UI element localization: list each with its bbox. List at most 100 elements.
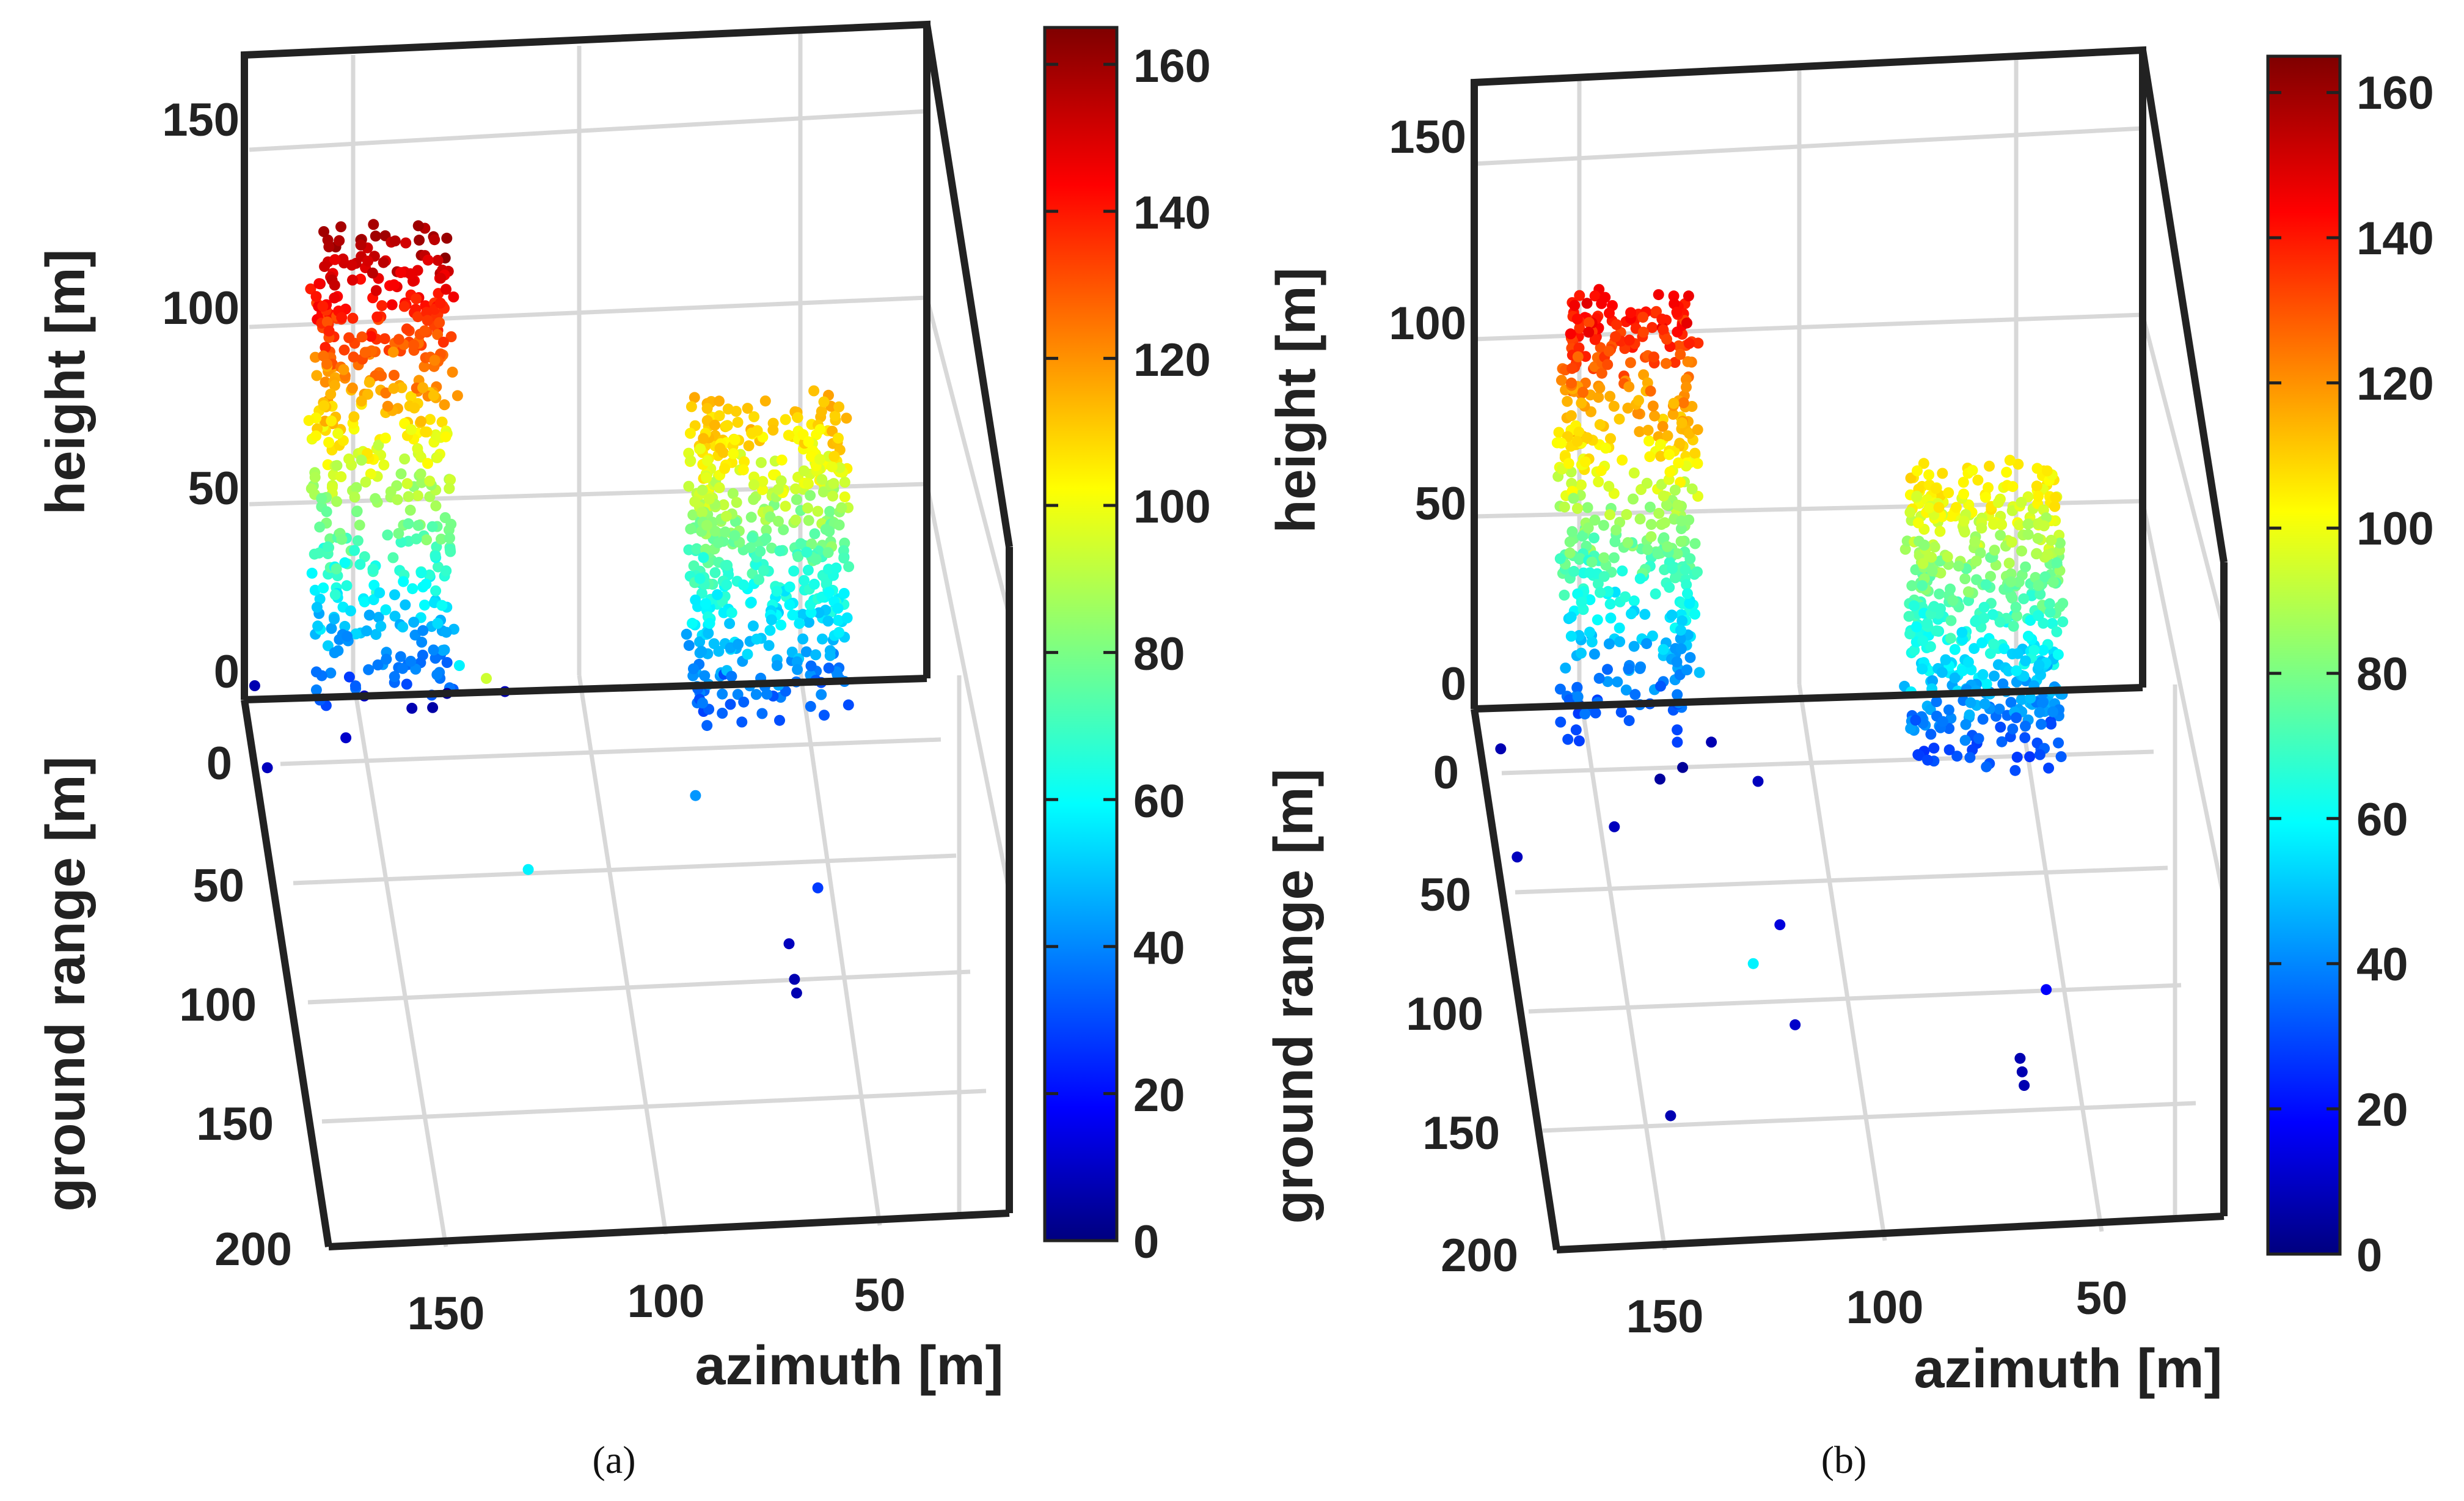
- panel-b-point-cluster0: [1681, 381, 1692, 393]
- panel-a-point-cluster0: [401, 323, 412, 335]
- panel-a-point-cluster1: [833, 519, 845, 530]
- panel-b-point-cluster1: [2033, 659, 2045, 671]
- panel-b-point-cluster0: [1661, 358, 1672, 369]
- panel-a-point-cluster1: [704, 618, 715, 629]
- panel-a-point-cluster1: [698, 433, 709, 444]
- panel-b-point-cluster0: [1584, 594, 1596, 606]
- panel-a-range-tick-150: 150: [196, 1098, 274, 1150]
- panel-b-point-cluster0: [1576, 596, 1587, 608]
- panel-a-point-cluster0: [395, 651, 406, 662]
- panel-a-height-tick-100: 100: [162, 282, 239, 334]
- panel-b-point-cluster1: [1996, 519, 2008, 530]
- panel-b-point-cluster0: [1661, 499, 1672, 510]
- panel-a-point-cluster1: [757, 475, 769, 487]
- panel-b-point-cluster0: [1589, 515, 1601, 526]
- panel-b-point-cluster1: [2045, 535, 2057, 546]
- panel-b-point-cluster0: [1689, 608, 1701, 620]
- panel-b-point-cluster1: [1910, 621, 1922, 633]
- panel-a-point-cluster1: [709, 567, 721, 578]
- panel-b-point-cluster0: [1623, 663, 1634, 675]
- panel-b-point-cluster1: [1929, 541, 1940, 552]
- panel-a-point-cluster0: [326, 415, 337, 427]
- panel-a-grid-r150: [321, 1088, 987, 1124]
- panel-b-point-cluster1: [2044, 598, 2055, 609]
- panel-b-point-cluster1: [2013, 576, 2025, 588]
- panel-a-point-cluster0: [329, 279, 340, 291]
- panel-b-point-cluster0: [1675, 625, 1686, 636]
- panel-b-point-cluster1: [1945, 633, 1956, 644]
- panel-b-point-cluster1: [2042, 549, 2053, 560]
- panel-b-point-cluster1: [2028, 644, 2040, 656]
- panel-b-point-cluster1: [1931, 625, 1942, 637]
- panel-a-cb-tick-80: 80: [1133, 628, 1185, 680]
- panel-b-point-cluster0: [1658, 324, 1669, 336]
- panel-a-point-cluster0: [389, 370, 400, 381]
- panel-a-point-cluster1: [753, 574, 765, 585]
- panel-a-point-scatter: [261, 762, 273, 774]
- panel-b-point-cluster1: [2039, 571, 2051, 582]
- panel-b-point-cluster1: [2011, 712, 2022, 724]
- panel-a-point-cluster0: [343, 332, 355, 343]
- panel-a-point-cluster1: [758, 565, 769, 576]
- panel-a-point-cluster1: [839, 477, 850, 488]
- panel-a-point-cluster1: [833, 626, 845, 638]
- panel-b-point-cluster0: [1620, 684, 1632, 695]
- panel-a-point-cluster0: [428, 644, 439, 656]
- panel-a-point-cluster0: [303, 415, 315, 427]
- panel-a-floor-left-edge: [241, 699, 332, 1247]
- panel-a-point-cluster0: [323, 241, 335, 252]
- panel-b-point-cluster0: [1641, 638, 1653, 650]
- panel-b-point-cluster0: [1661, 334, 1672, 345]
- panel-b-point-cluster0: [1669, 357, 1681, 368]
- panel-b-point-cluster0: [1672, 724, 1683, 736]
- panel-b-point-cluster0: [1579, 708, 1591, 720]
- panel-b-range-tick-50: 50: [1419, 869, 1471, 921]
- panel-b-point-cluster0: [1592, 614, 1603, 626]
- panel-b-point-cluster0: [1573, 427, 1585, 438]
- panel-b-point-cluster1: [1917, 663, 1928, 675]
- panel-b-cb-tick-40: 40: [2356, 939, 2408, 991]
- panel-a-point-cluster1: [720, 510, 732, 522]
- panel-a-point-cluster1: [790, 483, 802, 494]
- panel-b-point-cluster0: [1669, 298, 1680, 309]
- panel-a-point-cluster1: [803, 617, 814, 628]
- panel-a-point-cluster0: [356, 331, 368, 343]
- panel-a-point-cluster1: [764, 625, 776, 636]
- panel-b-colorbar-frame: [2266, 54, 2342, 1256]
- panel-a-point-cluster0: [321, 358, 332, 370]
- panel-b-point-cluster0: [1671, 306, 1683, 318]
- panel-b-point-cluster0: [1556, 375, 1567, 386]
- panel-a-colorbar-tick-marks: [1045, 62, 1117, 1242]
- panel-b-point-cluster1: [1912, 465, 1923, 477]
- panel-a-point-cluster0: [395, 537, 407, 548]
- panel-a-point-cluster1: [685, 401, 697, 413]
- panel-b-point-cluster0: [1689, 447, 1701, 459]
- panel-a-points: [249, 219, 855, 999]
- panel-b-point-cluster0: [1626, 608, 1637, 620]
- panel-a-point-cluster0: [351, 505, 363, 517]
- panel-a-point-scatter: [249, 680, 260, 691]
- panel-b-point-cluster0: [1634, 573, 1646, 584]
- panel-b-grid-f50: [2014, 681, 2104, 1232]
- panel-b-point-cluster1: [1943, 704, 1954, 716]
- panel-b-point-cluster1: [1983, 482, 1994, 493]
- panel-a-point-cluster1: [701, 455, 713, 466]
- panel-b-point-cluster0: [1603, 638, 1615, 650]
- panel-b-point-cluster0: [1581, 298, 1593, 309]
- panel-a-point-cluster1: [714, 482, 725, 493]
- panel-a-point-cluster0: [445, 474, 456, 486]
- panel-b-cb-tick-160: 160: [2356, 67, 2434, 119]
- panel-a-point-cluster0: [405, 391, 417, 402]
- panel-b-point-scatter: [2041, 984, 2052, 996]
- panel-b-point-cluster1: [1923, 502, 1935, 514]
- panel-a-point-cluster0: [395, 468, 407, 480]
- panel-a-point-cluster0: [359, 347, 371, 358]
- panel-b-point-cluster0: [1681, 579, 1692, 590]
- panel-b-point-cluster1: [1942, 551, 1953, 562]
- panel-b-point-cluster0: [1668, 398, 1680, 409]
- panel-b-point-cluster0: [1617, 565, 1628, 577]
- panel-b-azimuth-label: azimuth [m]: [1914, 1338, 2223, 1400]
- panel-a-point-cluster1: [805, 700, 816, 712]
- panel-a-point-cluster1: [808, 578, 820, 590]
- panel-b-point-cluster1: [1997, 678, 2009, 689]
